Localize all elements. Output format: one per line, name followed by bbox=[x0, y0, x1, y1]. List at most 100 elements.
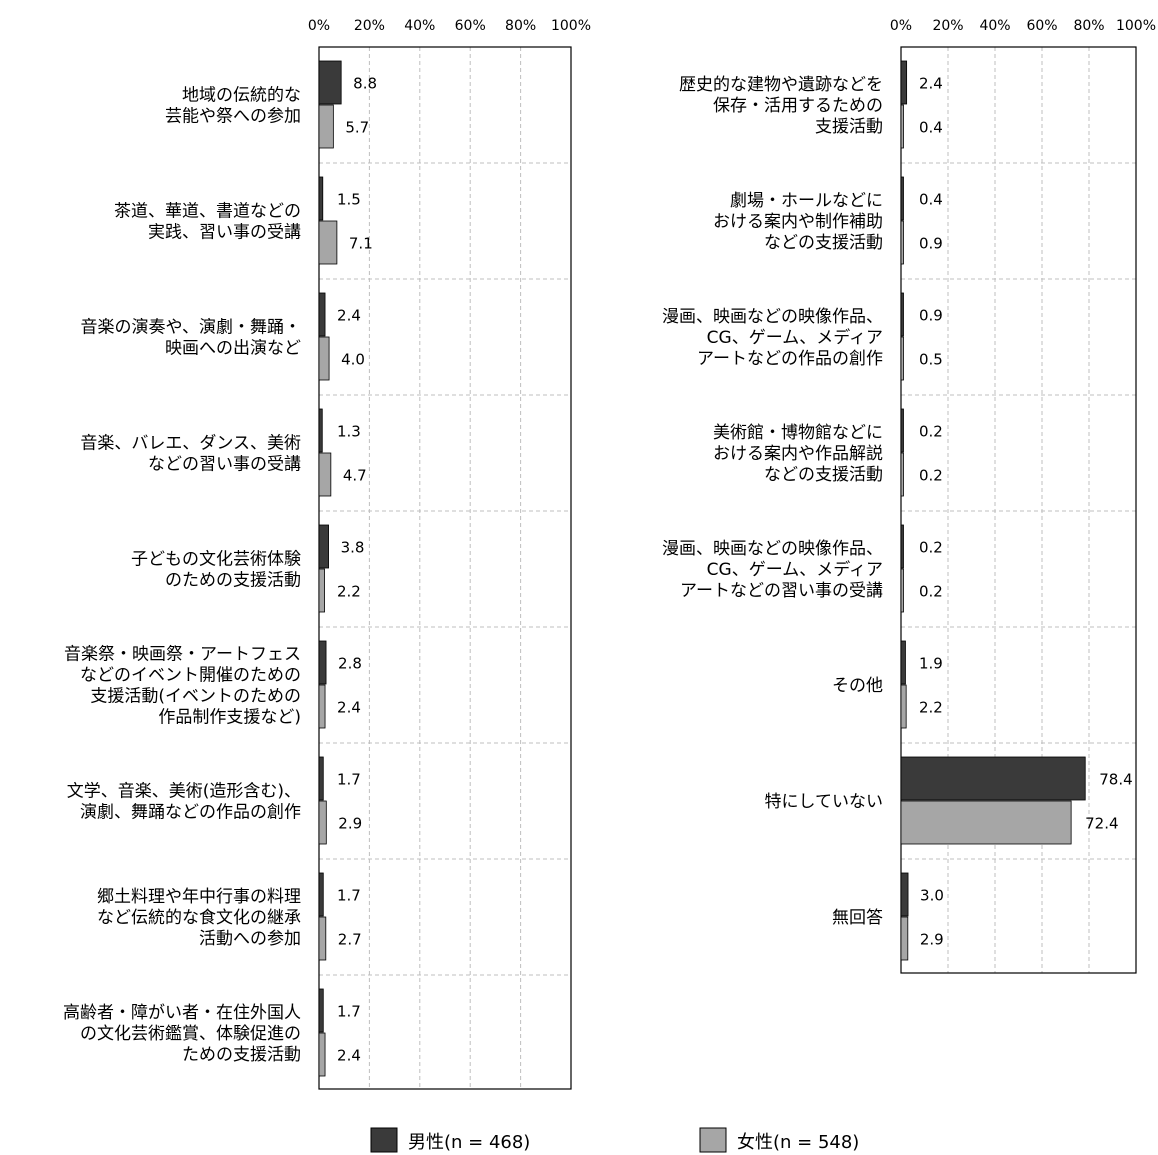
category-label: などの習い事の受講 bbox=[148, 455, 301, 475]
category-label: 高齢者・障がい者・在住外国人 bbox=[63, 1003, 301, 1023]
category-label: 作品制作支援など) bbox=[158, 708, 301, 728]
x-tick-label: 60% bbox=[1026, 18, 1057, 34]
category-label: 音楽、バレエ、ダンス、美術 bbox=[80, 434, 301, 454]
plot-frame bbox=[900, 46, 1137, 974]
x-tick-label: 80% bbox=[505, 18, 536, 34]
data-label: 1.7 bbox=[337, 887, 361, 905]
bar-female bbox=[318, 568, 325, 613]
category-label: 映画への出演など bbox=[165, 339, 301, 359]
data-label: 0.9 bbox=[919, 235, 943, 253]
bar-female bbox=[900, 800, 1072, 845]
bar-male bbox=[900, 408, 904, 453]
bar-female bbox=[318, 684, 326, 729]
category-label: などの支援活動 bbox=[764, 233, 883, 253]
bar-male bbox=[318, 756, 324, 801]
category-label: ための支援活動 bbox=[182, 1045, 301, 1065]
data-label: 1.7 bbox=[337, 1003, 361, 1021]
bar-male bbox=[318, 60, 342, 105]
category-label: 演劇、舞踊などの作品の創作 bbox=[80, 803, 301, 823]
category-label: アートなどの習い事の受講 bbox=[680, 581, 883, 601]
x-tick-label: 20% bbox=[354, 18, 385, 34]
data-label: 3.0 bbox=[920, 887, 944, 905]
data-label: 78.4 bbox=[1099, 771, 1132, 789]
x-tick-label: 60% bbox=[455, 18, 486, 34]
bar-female bbox=[900, 452, 904, 497]
category-label: 無回答 bbox=[832, 908, 883, 928]
category-label: 活動への参加 bbox=[199, 929, 301, 949]
data-label: 3.8 bbox=[341, 539, 365, 557]
data-label: 0.4 bbox=[919, 191, 943, 209]
category-label: 劇場・ホールなどに bbox=[730, 191, 883, 211]
data-label: 0.2 bbox=[919, 423, 943, 441]
data-label: 0.5 bbox=[919, 351, 943, 369]
category-label: 芸能や祭への参加 bbox=[165, 107, 301, 127]
category-label: など伝統的な食文化の継承 bbox=[97, 908, 301, 928]
category-label: 文学、音楽、美術(造形含む)、 bbox=[67, 782, 301, 802]
bar-female bbox=[900, 336, 904, 381]
bar-male bbox=[318, 292, 326, 337]
bar-female bbox=[318, 104, 334, 149]
x-tick-label: 20% bbox=[932, 18, 963, 34]
data-label: 2.4 bbox=[337, 699, 361, 717]
bar-female bbox=[318, 336, 330, 381]
category-label: 漫画、映画などの映像作品、 bbox=[662, 307, 883, 327]
data-label: 8.8 bbox=[353, 75, 377, 93]
legend-swatch-female bbox=[699, 1127, 727, 1153]
x-tick-label: 100% bbox=[551, 18, 591, 34]
data-label: 2.4 bbox=[337, 307, 361, 325]
bar-male bbox=[318, 872, 324, 917]
bar-female bbox=[318, 1032, 326, 1077]
category-label: 美術館・博物館などに bbox=[713, 423, 883, 443]
data-label: 0.4 bbox=[919, 119, 943, 137]
data-label: 2.8 bbox=[338, 655, 362, 673]
data-label: 0.2 bbox=[919, 467, 943, 485]
data-label: 4.0 bbox=[341, 351, 365, 369]
category-label: 子どもの文化芸術体験 bbox=[131, 550, 301, 570]
category-label: おける案内や制作補助 bbox=[713, 212, 883, 232]
legend-label-female: 女性(n = 548) bbox=[737, 1132, 859, 1153]
data-label: 4.7 bbox=[343, 467, 367, 485]
bar-female bbox=[900, 916, 909, 961]
category-label: アートなどの作品の創作 bbox=[697, 349, 883, 369]
bar-male bbox=[900, 872, 909, 917]
category-label: CG、ゲーム、メディア bbox=[707, 559, 883, 580]
category-label: 茶道、華道、書道などの bbox=[114, 202, 301, 222]
category-label: 支援活動 bbox=[815, 117, 883, 137]
category-label: 音楽祭・映画祭・アートフェス bbox=[64, 645, 301, 665]
data-label: 1.5 bbox=[337, 191, 361, 209]
x-tick-label: 100% bbox=[1116, 18, 1156, 34]
data-label: 0.2 bbox=[919, 583, 943, 601]
category-label: その他 bbox=[832, 676, 883, 696]
bar-male bbox=[900, 640, 906, 685]
category-label: などのイベント開催のための bbox=[80, 666, 301, 686]
x-tick-label: 40% bbox=[404, 18, 435, 34]
x-tick-label: 0% bbox=[308, 18, 330, 34]
bar-male bbox=[900, 292, 904, 337]
bar-female bbox=[900, 568, 904, 613]
category-label: おける案内や作品解説 bbox=[713, 444, 883, 464]
data-label: 0.9 bbox=[919, 307, 943, 325]
bar-male bbox=[318, 408, 323, 453]
bar-male bbox=[318, 176, 324, 221]
legend-swatch-male bbox=[370, 1127, 398, 1153]
category-label: などの支援活動 bbox=[764, 465, 883, 485]
data-label: 0.2 bbox=[919, 539, 943, 557]
bar-female bbox=[318, 220, 338, 265]
category-label: 特にしていない bbox=[765, 792, 884, 812]
data-label: 1.7 bbox=[337, 771, 361, 789]
bar-male bbox=[318, 640, 327, 685]
data-label: 2.2 bbox=[337, 583, 361, 601]
data-label: 1.3 bbox=[337, 423, 361, 441]
category-label: CG、ゲーム、メディア bbox=[707, 327, 883, 348]
category-label: 地域の伝統的な bbox=[182, 86, 301, 106]
bar-male bbox=[900, 176, 904, 221]
data-label: 5.7 bbox=[345, 119, 369, 137]
data-label: 72.4 bbox=[1085, 815, 1118, 833]
x-tick-label: 0% bbox=[890, 18, 912, 34]
category-label: 漫画、映画などの映像作品、 bbox=[662, 539, 883, 559]
bar-female bbox=[900, 220, 904, 265]
category-label: 支援活動(イベントのための bbox=[90, 687, 301, 707]
category-label: のための支援活動 bbox=[165, 571, 301, 591]
legend-label-male: 男性(n = 468) bbox=[408, 1132, 530, 1153]
